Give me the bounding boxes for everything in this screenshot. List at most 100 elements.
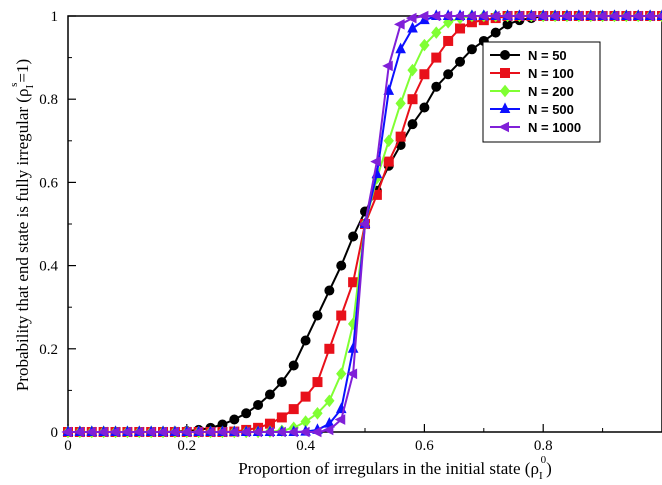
data-point bbox=[241, 408, 252, 419]
data-point bbox=[489, 10, 500, 22]
data-point bbox=[419, 102, 430, 113]
data-point bbox=[300, 335, 311, 346]
data-point bbox=[383, 134, 394, 148]
data-point bbox=[631, 10, 643, 22]
data-point bbox=[405, 12, 417, 24]
data-point bbox=[417, 10, 429, 22]
data-point bbox=[655, 12, 662, 20]
data-point bbox=[441, 10, 453, 22]
y-tick-label: 1 bbox=[51, 9, 59, 25]
data-point bbox=[431, 81, 442, 92]
data-point bbox=[370, 156, 381, 167]
legend-marker bbox=[498, 121, 509, 133]
data-point bbox=[407, 21, 418, 33]
data-point bbox=[287, 426, 298, 438]
data-point bbox=[132, 426, 144, 438]
data-point bbox=[312, 406, 323, 420]
data-point bbox=[358, 218, 369, 230]
data-point bbox=[465, 10, 476, 22]
data-point bbox=[572, 10, 583, 22]
x-tick-label: 0.8 bbox=[534, 438, 553, 454]
data-point bbox=[227, 426, 239, 438]
data-point bbox=[346, 368, 358, 380]
data-point bbox=[395, 97, 406, 110]
legend-label: N = 500 bbox=[528, 102, 574, 117]
data-point bbox=[643, 10, 655, 22]
data-point bbox=[334, 414, 346, 425]
x-axis-label: Proportion of irregulars in the initial … bbox=[238, 454, 552, 482]
data-point bbox=[336, 260, 347, 271]
data-point bbox=[429, 10, 441, 22]
data-point bbox=[466, 44, 477, 55]
data-point bbox=[310, 426, 322, 438]
data-point bbox=[180, 426, 191, 438]
data-point bbox=[298, 426, 310, 438]
data-point bbox=[407, 63, 418, 77]
data-point bbox=[312, 377, 323, 388]
data-point bbox=[348, 277, 359, 288]
data-point bbox=[477, 10, 488, 22]
data-point bbox=[288, 360, 299, 371]
legend-label: N = 100 bbox=[528, 66, 574, 81]
data-point bbox=[443, 35, 454, 46]
y-axis-ticks: 0 0.2 0.4 0.6 0.8 1 bbox=[39, 9, 76, 441]
data-point bbox=[276, 412, 287, 423]
data-point bbox=[431, 26, 442, 39]
data-point bbox=[203, 426, 215, 438]
data-point bbox=[275, 426, 286, 438]
data-point bbox=[322, 424, 334, 436]
data-point bbox=[156, 426, 168, 438]
data-point bbox=[500, 10, 512, 22]
data-point bbox=[276, 377, 287, 388]
data-point bbox=[348, 231, 359, 242]
data-point bbox=[407, 94, 418, 105]
data-point bbox=[419, 38, 430, 52]
data-point bbox=[85, 426, 96, 438]
data-point bbox=[431, 52, 442, 63]
data-point bbox=[595, 10, 607, 22]
data-point bbox=[253, 399, 264, 410]
data-point bbox=[455, 56, 466, 67]
data-point bbox=[336, 310, 347, 321]
legend-label: N = 50 bbox=[528, 48, 567, 63]
series-layer bbox=[61, 9, 662, 439]
y-tick-label: 0.6 bbox=[39, 175, 58, 191]
data-point bbox=[108, 426, 120, 438]
data-point bbox=[443, 69, 454, 80]
y-tick-label: 0.8 bbox=[39, 92, 58, 108]
data-point bbox=[324, 343, 335, 354]
data-point bbox=[300, 391, 311, 402]
legend-marker bbox=[500, 50, 510, 60]
data-point bbox=[264, 389, 275, 400]
data-point bbox=[512, 10, 524, 22]
data-point bbox=[73, 426, 84, 438]
series-5 bbox=[61, 10, 662, 438]
y-axis-label: Probability that end state is fully irre… bbox=[8, 59, 36, 391]
data-point bbox=[619, 10, 631, 22]
data-point bbox=[120, 426, 132, 438]
legend-label: N = 1000 bbox=[528, 120, 581, 135]
legend-marker bbox=[500, 68, 510, 78]
data-point bbox=[97, 426, 108, 438]
data-point bbox=[324, 285, 335, 296]
data-point bbox=[382, 60, 393, 72]
legend: N = 50 N = 100 N = 200 N = 500 N = 1000 bbox=[482, 41, 601, 143]
x-tick-label: 0 bbox=[64, 438, 72, 454]
data-point bbox=[383, 156, 394, 167]
data-point bbox=[548, 10, 560, 22]
x-axis-ticks: 0 0.2 0.4 0.6 0.8 bbox=[64, 424, 604, 454]
data-point bbox=[524, 10, 536, 22]
data-point bbox=[453, 10, 465, 22]
data-point bbox=[607, 10, 619, 22]
data-point bbox=[490, 27, 501, 38]
x-tick-label: 0.4 bbox=[296, 438, 315, 454]
data-point bbox=[560, 10, 571, 22]
y-tick-label: 0.2 bbox=[39, 342, 58, 358]
data-point bbox=[229, 414, 240, 425]
data-point bbox=[407, 119, 418, 130]
data-point bbox=[324, 394, 335, 408]
data-point bbox=[419, 69, 430, 80]
data-point bbox=[394, 19, 405, 30]
data-point bbox=[251, 426, 263, 438]
